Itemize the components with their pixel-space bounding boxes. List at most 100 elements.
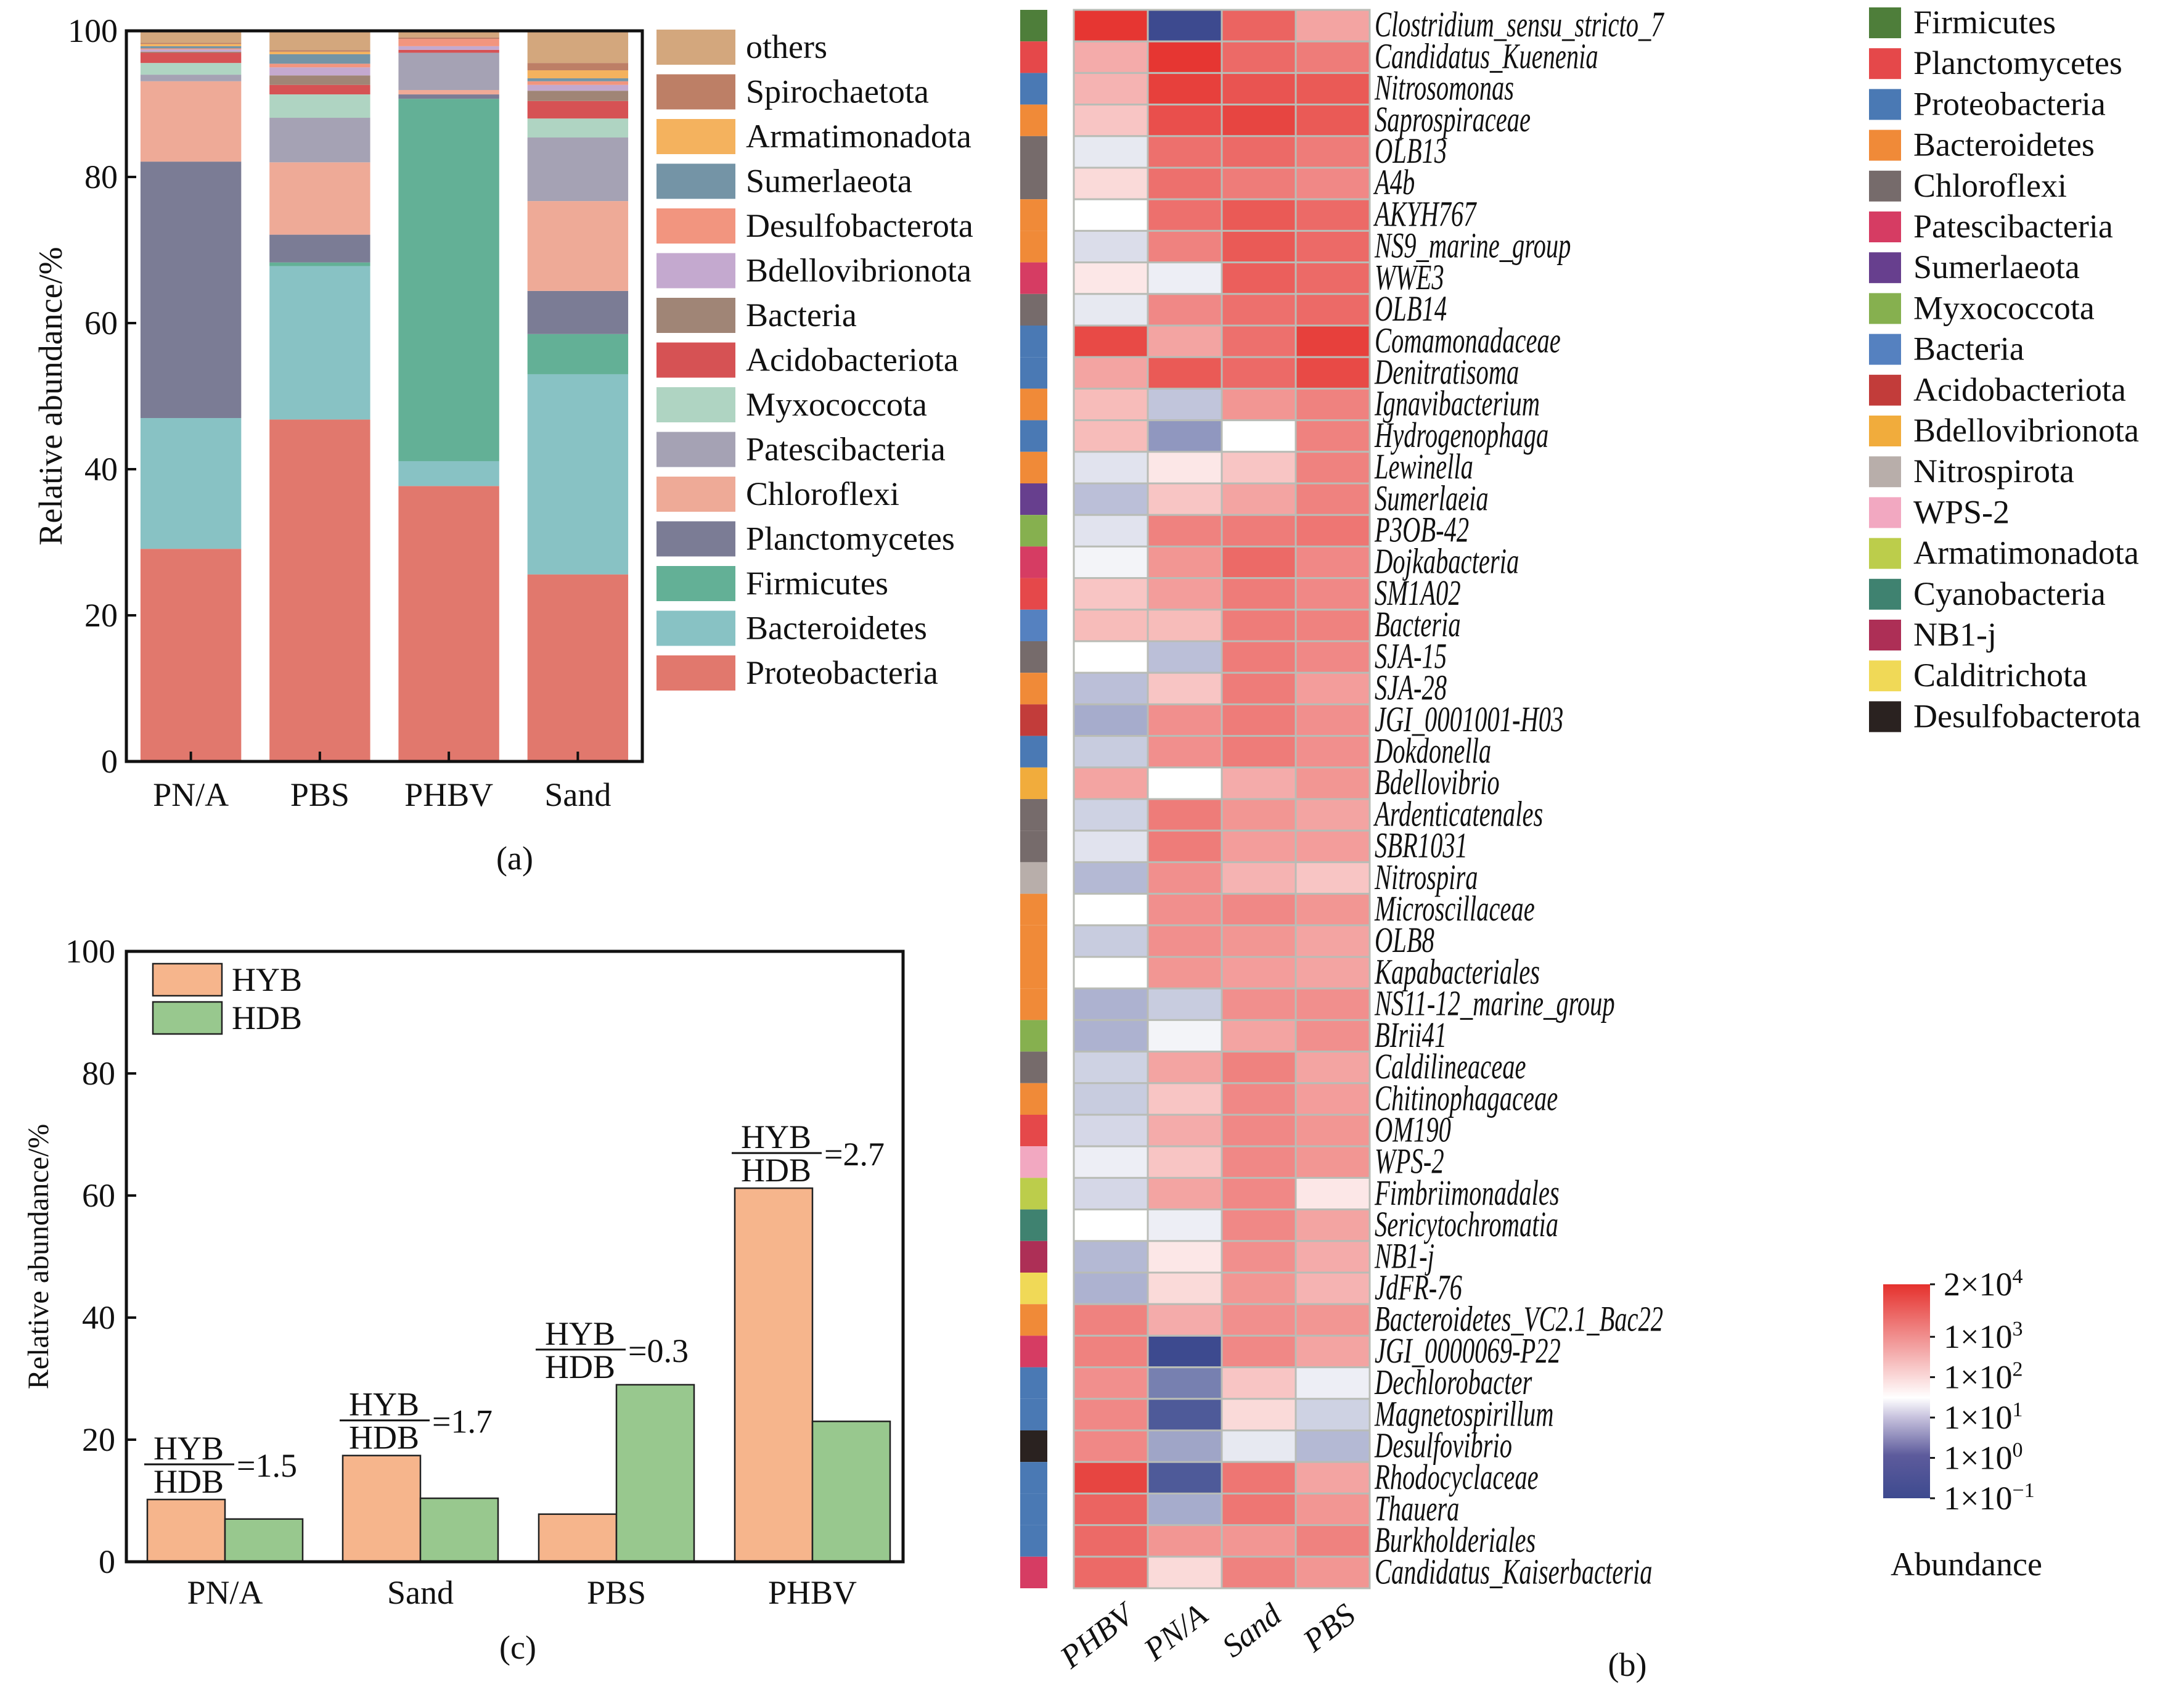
heatmap-cell-olb14-pbs	[1294, 293, 1371, 327]
bar-segment-phbv-spirochaetota	[398, 37, 499, 39]
heatmap-cell-bacteroidetes-vc2-1-bac22-pbs	[1294, 1303, 1371, 1337]
bar-pbs-hdb	[615, 1384, 695, 1563]
phylum-strip-chloroflexi	[1020, 641, 1047, 673]
heatmap-cell-ns11-12-marine-group-sand	[1221, 987, 1297, 1021]
heatmap-cell-wps-2-pn-a	[1147, 1145, 1223, 1179]
row-label-burkholderiales: Burkholderiales	[1375, 1520, 1536, 1560]
heatmap-cell-clostridium-sensu-stricto-7-pbs	[1294, 9, 1371, 43]
row-label-sericytochromatia: Sericytochromatia	[1375, 1204, 1558, 1244]
a-y-axis: 0 20 40 60 80 100	[68, 12, 136, 780]
phylum-strip-acidobacteriota	[1020, 704, 1047, 736]
row-label-bacteroidetes-vc2-1-bac22: Bacteroidetes_VC2.1_Bac22	[1375, 1299, 1663, 1339]
legend-label: Armatimonadota	[1913, 535, 2139, 572]
x-tick-label: PBS	[290, 776, 350, 813]
heatmap-cell-dojkabacteria-phbv	[1073, 545, 1149, 580]
heatmap-cell-akyh767-phbv	[1073, 198, 1149, 232]
heatmap-cell-comamonadaceae-pn-a	[1147, 324, 1223, 358]
heatmap-cell-dechlorobacter-phbv	[1073, 1366, 1149, 1400]
phylum-strip-bacteroidetes	[1020, 199, 1047, 231]
phylum-strip-nb1-j	[1020, 1241, 1047, 1273]
row-label-magnetospirillum: Magnetospirillum	[1374, 1393, 1553, 1434]
heatmap-cell-fimbriimonadales-pbs	[1294, 1176, 1371, 1211]
row-label-candidatus-kaiserbacteria: Candidatus_Kaiserbacteria	[1375, 1551, 1653, 1591]
row-label-nb1-j: NB1-j	[1374, 1236, 1434, 1276]
b-heatmap-cells	[1073, 9, 1371, 1590]
heatmap-cell-fimbriimonadales-phbv	[1073, 1176, 1149, 1211]
heatmap-cell-olb8-phbv	[1073, 924, 1149, 958]
bar-pbs-hyb	[538, 1513, 618, 1563]
heatmap-cell-ns9-marine-group-pbs	[1294, 229, 1371, 264]
heatmap-cell-wwe3-phbv	[1073, 261, 1149, 295]
heatmap-cell-microscillaceae-sand	[1221, 893, 1297, 927]
ratio-value: =0.3	[628, 1332, 689, 1369]
legend-label: Myxococcota	[746, 386, 927, 423]
heatmap-cell-ns9-marine-group-pn-a	[1147, 229, 1223, 264]
legend-label: Acidobacteriota	[746, 342, 959, 379]
heatmap-cell-jdfr-76-pbs	[1294, 1271, 1371, 1305]
legend-label: Firmicutes	[746, 565, 888, 602]
legend-swatch-hdb	[152, 1001, 223, 1035]
row-label-jgi-0000069-p22: JGI_0000069-P22	[1375, 1331, 1561, 1371]
row-label-dokdonella: Dokdonella	[1374, 731, 1491, 771]
heatmap-cell-microscillaceae-pn-a	[1147, 893, 1223, 927]
heatmap-cell-burkholderiales-pbs	[1294, 1524, 1371, 1558]
legend-swatch-sumerlaeota	[1869, 252, 1901, 284]
heatmap-cell-sja-28-pbs	[1294, 671, 1371, 705]
bar-segment-pbs-others	[269, 31, 370, 51]
colorbar-tick-label: 1×102	[1944, 1358, 2022, 1396]
phylum-strip-chloroflexi	[1020, 168, 1047, 200]
heatmap-cell-magnetospirillum-phbv	[1073, 1398, 1149, 1432]
row-label-saprospiraceae: Saprospiraceae	[1375, 99, 1531, 139]
y-tick-label: 100	[68, 12, 118, 49]
legend-label: Planctomycetes	[746, 520, 955, 557]
legend-swatch-myxococcota	[1869, 293, 1901, 324]
ratio-numerator: HYB	[545, 1315, 615, 1352]
heatmap-cell-rhodocyclaceae-pbs	[1294, 1461, 1371, 1495]
heatmap-cell-sja-15-pn-a	[1147, 640, 1223, 674]
heatmap-cell-sbr1031-phbv	[1073, 829, 1149, 863]
heatmap-cell-desulfovibrio-sand	[1221, 1429, 1297, 1463]
heatmap-cell-saprospiraceae-pbs	[1294, 104, 1371, 137]
bar-segment-pn-a-bacteroidetes	[140, 418, 242, 549]
row-label-denitratisoma: Denitratisoma	[1374, 351, 1519, 392]
phylum-strip-proteobacteria	[1020, 1525, 1047, 1557]
heatmap-cell-candidatus-kaiserbacteria-sand	[1221, 1556, 1297, 1590]
heatmap-cell-sericytochromatia-sand	[1221, 1208, 1297, 1242]
bar-segment-pbs-myxococcota	[269, 94, 370, 118]
legend-swatch-proteobacteria	[1869, 89, 1901, 120]
phylum-strip-proteobacteria	[1020, 1462, 1047, 1494]
heatmap-cell-sumerlaeia-sand	[1221, 482, 1297, 516]
row-label-nitrospira: Nitrospira	[1374, 857, 1478, 897]
stacked-bar-chart-a: 0 20 40 60 80 100 PN/A PBS PHBV Sand Relative ab…	[32, 12, 973, 877]
panel-label-a: (a)	[496, 840, 533, 877]
heatmap-cell-chitinophagaceae-sand	[1221, 1082, 1297, 1116]
heatmap-cell-thauera-phbv	[1073, 1492, 1149, 1527]
bar-segment-pn-a-myxococcota	[140, 63, 242, 75]
legend-swatch-patescibacteria	[1869, 211, 1901, 242]
heatmap-cell-comamonadaceae-pbs	[1294, 324, 1371, 358]
legend-label: others	[746, 28, 827, 65]
bar-segment-pbs-spirochaetota	[269, 50, 370, 52]
column-label-phbv: PHBV	[1053, 1595, 1143, 1676]
heatmap-cell-burkholderiales-pn-a	[1147, 1524, 1223, 1558]
bar-segment-pn-a-others	[140, 30, 242, 43]
bar-segment-phbv-chloroflexi	[398, 89, 499, 95]
heatmap-cell-rhodocyclaceae-sand	[1221, 1461, 1297, 1495]
heatmap-cell-nitrospira-sand	[1221, 861, 1297, 895]
heatmap-cell-clostridium-sensu-stricto-7-sand	[1221, 9, 1297, 43]
heatmap-cell-bacteria-pbs	[1294, 609, 1371, 642]
heatmap-cell-bacteroidetes-vc2-1-bac22-pn-a	[1147, 1303, 1223, 1337]
bar-segment-sand-bacteroidetes	[527, 374, 629, 575]
bar-segment-pbs-sumerlaeota	[269, 54, 370, 64]
heatmap-cell-olb13-pbs	[1294, 135, 1371, 169]
heatmap-cell-nitrospira-phbv	[1073, 861, 1149, 895]
colorbar-tick-exponent: 0	[2012, 1439, 2022, 1462]
bar-segment-pn-a-bdellovibrionota	[140, 49, 242, 52]
heatmap-cell-kapabacteriales-phbv	[1073, 956, 1149, 990]
heatmap-cell-wps-2-sand	[1221, 1145, 1297, 1179]
legend-label: Myxococcota	[1913, 289, 2095, 326]
